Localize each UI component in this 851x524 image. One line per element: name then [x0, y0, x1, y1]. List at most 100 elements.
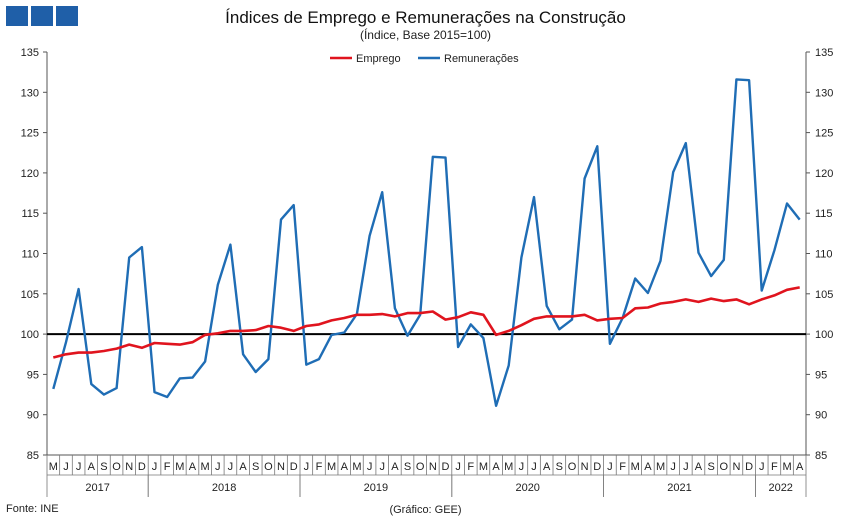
month-label: J — [215, 461, 221, 473]
month-label: J — [228, 461, 234, 473]
y-tick-label-right: 95 — [815, 369, 827, 381]
month-label: J — [683, 461, 689, 473]
month-label: A — [189, 461, 197, 473]
y-tick-label-right: 125 — [815, 128, 833, 140]
month-label: M — [327, 461, 336, 473]
logo-square — [31, 6, 53, 26]
month-label: J — [607, 461, 613, 473]
year-label: 2022 — [768, 482, 792, 494]
month-label: D — [593, 461, 601, 473]
month-label: J — [670, 461, 676, 473]
month-label: N — [732, 461, 740, 473]
month-label: J — [304, 461, 310, 473]
y-tick-label-left: 110 — [21, 249, 39, 261]
y-tick-label-right: 110 — [815, 249, 833, 261]
month-label: J — [531, 461, 537, 473]
month-label: A — [644, 461, 652, 473]
month-label: M — [201, 461, 210, 473]
month-label: J — [519, 461, 525, 473]
month-label: N — [125, 461, 133, 473]
month-label: N — [277, 461, 285, 473]
month-label: A — [543, 461, 551, 473]
month-label: D — [290, 461, 298, 473]
y-tick-label-right: 135 — [815, 47, 833, 59]
y-tick-label-left: 105 — [21, 289, 39, 301]
y-tick-label-left: 130 — [21, 87, 39, 99]
source-note: Fonte: INE — [6, 503, 59, 515]
month-label: M — [352, 461, 361, 473]
chart-title: Índices de Emprego e Remunerações na Con… — [225, 8, 626, 27]
month-label: D — [745, 461, 753, 473]
month-label: A — [239, 461, 247, 473]
month-label: A — [695, 461, 703, 473]
y-tick-label-left: 90 — [27, 410, 39, 422]
chart-subtitle: (Índice, Base 2015=100) — [359, 28, 492, 42]
month-label: N — [429, 461, 437, 473]
y-tick-label-right: 100 — [815, 329, 833, 341]
y-tick-label-right: 120 — [815, 168, 833, 180]
month-label: M — [175, 461, 184, 473]
month-label: J — [455, 461, 461, 473]
month-label: M — [782, 461, 791, 473]
logo-square — [56, 6, 78, 26]
y-tick-label-left: 125 — [21, 128, 39, 140]
y-tick-label-right: 130 — [815, 87, 833, 99]
month-label: A — [391, 461, 399, 473]
y-tick-label-left: 115 — [21, 208, 39, 220]
month-label: S — [556, 461, 563, 473]
y-tick-label-left: 95 — [27, 369, 39, 381]
month-label: A — [88, 461, 96, 473]
month-label: A — [796, 461, 804, 473]
month-label: M — [504, 461, 513, 473]
month-label: A — [341, 461, 349, 473]
year-label: 2017 — [85, 482, 109, 494]
month-label: F — [164, 461, 171, 473]
month-label: D — [441, 461, 449, 473]
month-label: O — [416, 461, 425, 473]
month-label: J — [759, 461, 765, 473]
logo-square — [6, 6, 28, 26]
month-label: M — [656, 461, 665, 473]
month-label: F — [771, 461, 778, 473]
y-tick-label-right: 115 — [815, 208, 833, 220]
month-label: M — [631, 461, 640, 473]
month-label: J — [63, 461, 69, 473]
year-label: 2021 — [667, 482, 691, 494]
month-label: F — [316, 461, 323, 473]
y-tick-label-right: 85 — [815, 450, 827, 462]
month-label: F — [467, 461, 474, 473]
month-label: J — [152, 461, 158, 473]
month-label: O — [112, 461, 121, 473]
y-tick-label-left: 135 — [21, 47, 39, 59]
month-label: N — [581, 461, 589, 473]
y-tick-label-left: 100 — [21, 329, 39, 341]
series-line-emprego — [52, 286, 800, 359]
year-label: 2019 — [364, 482, 388, 494]
month-label: J — [367, 461, 373, 473]
month-label: M — [49, 461, 58, 473]
y-tick-label-left: 120 — [21, 168, 39, 180]
series-line-remuneracoes — [52, 78, 801, 407]
month-label: S — [100, 461, 107, 473]
month-label: S — [252, 461, 259, 473]
legend-remuneracoes-label: Remunerações — [444, 53, 519, 65]
y-tick-label-left: 85 — [27, 450, 39, 462]
month-label: S — [707, 461, 714, 473]
year-label: 2018 — [212, 482, 236, 494]
month-label: A — [492, 461, 500, 473]
month-label: J — [76, 461, 82, 473]
month-label: S — [404, 461, 411, 473]
credit-note: (Gráfico: GEE) — [389, 504, 462, 516]
month-label: O — [264, 461, 273, 473]
month-label: O — [719, 461, 728, 473]
brand-logo — [6, 6, 78, 26]
month-label: M — [479, 461, 488, 473]
legend-emprego-label: Emprego — [356, 53, 401, 65]
month-label: F — [619, 461, 626, 473]
month-label: D — [138, 461, 146, 473]
y-tick-label-right: 90 — [815, 410, 827, 422]
y-tick-label-right: 105 — [815, 289, 833, 301]
year-label: 2020 — [515, 482, 539, 494]
month-label: J — [379, 461, 385, 473]
